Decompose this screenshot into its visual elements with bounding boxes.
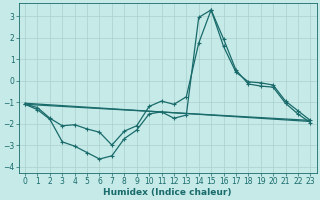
X-axis label: Humidex (Indice chaleur): Humidex (Indice chaleur) (103, 188, 232, 197)
